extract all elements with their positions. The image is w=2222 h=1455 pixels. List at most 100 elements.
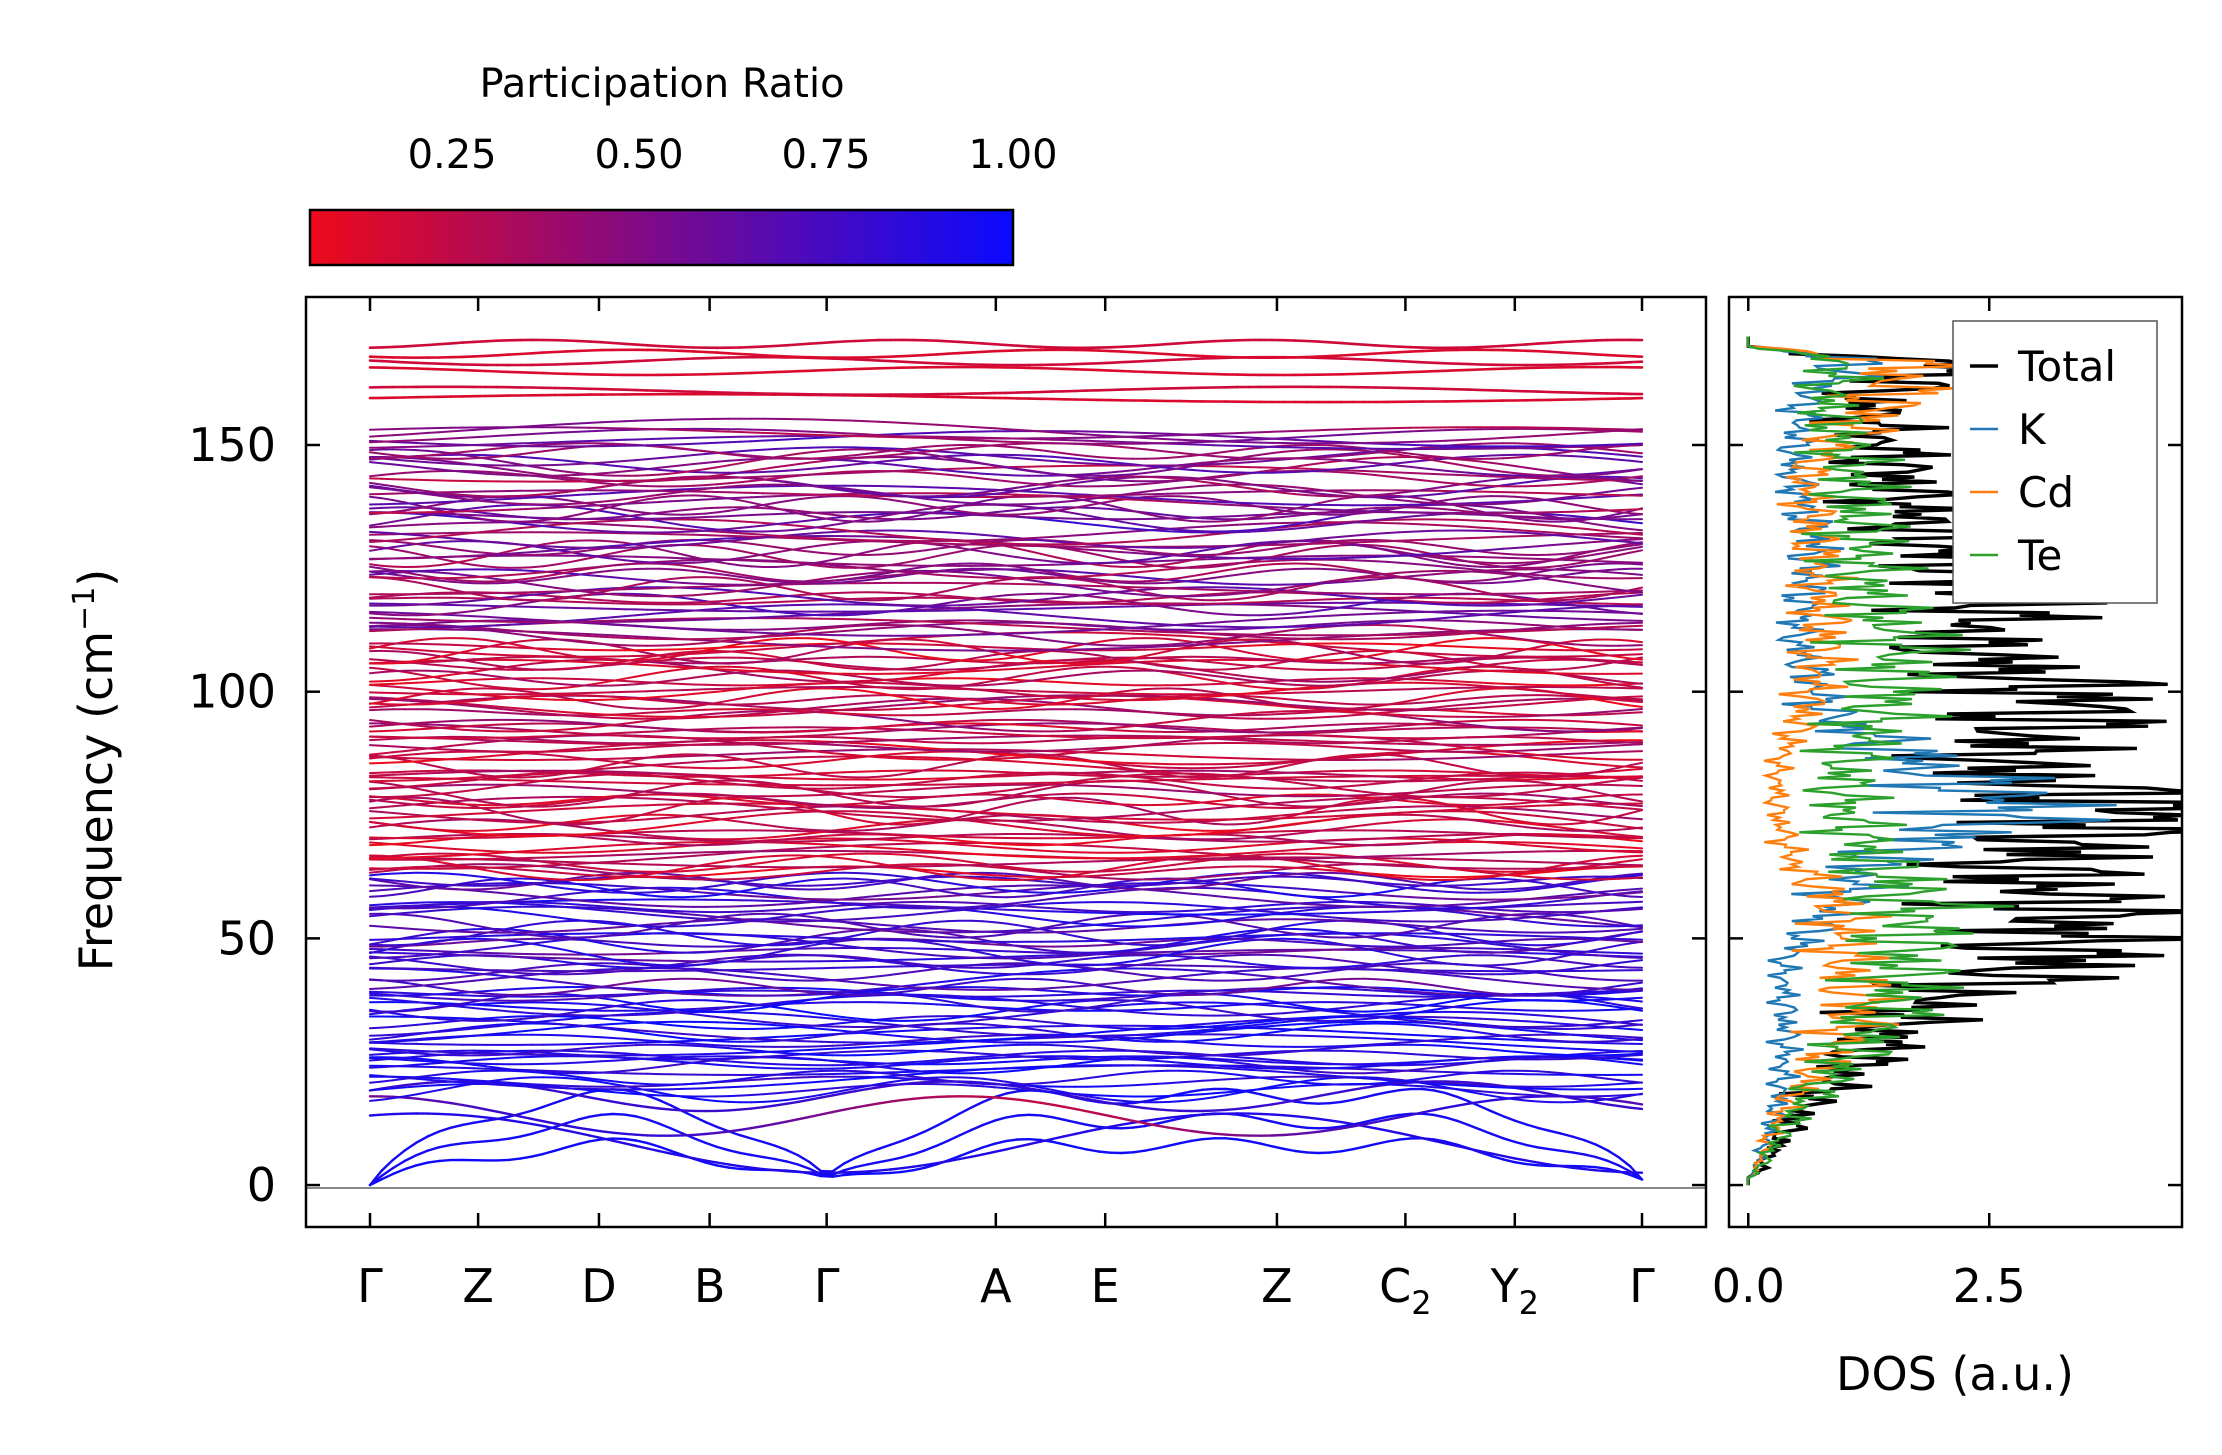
optical-band bbox=[1062, 1132, 1077, 1138]
optical-band bbox=[426, 955, 441, 959]
optical-band bbox=[473, 939, 487, 943]
optical-band bbox=[369, 1057, 383, 1060]
optical-band bbox=[1421, 1024, 1435, 1028]
optical-band bbox=[1016, 1059, 1031, 1063]
optical-band bbox=[1398, 1052, 1412, 1055]
optical-band bbox=[588, 968, 603, 972]
optical-band bbox=[866, 1065, 880, 1069]
optical-band bbox=[1444, 992, 1458, 996]
optical-band bbox=[1456, 1084, 1470, 1087]
optical-band bbox=[1271, 1050, 1285, 1053]
optical-band bbox=[854, 946, 869, 950]
optical-band bbox=[1016, 1083, 1031, 1086]
optical-band bbox=[484, 971, 499, 975]
optical-band bbox=[1583, 1084, 1597, 1087]
optical-band bbox=[1317, 992, 1331, 995]
optical-band bbox=[565, 949, 580, 954]
optical-band bbox=[496, 988, 510, 992]
optical-band bbox=[1132, 979, 1146, 983]
optical-band bbox=[1328, 1071, 1343, 1075]
optical-band bbox=[981, 1011, 996, 1016]
optical-band bbox=[369, 992, 383, 996]
optical-band bbox=[1467, 1022, 1482, 1026]
optical-band bbox=[889, 959, 903, 964]
optical-band bbox=[1224, 1036, 1239, 1040]
optical-band bbox=[1525, 1013, 1539, 1017]
optical-band bbox=[1236, 969, 1250, 973]
optical-band bbox=[1409, 990, 1424, 994]
optical-band bbox=[1201, 1038, 1216, 1042]
optical-band bbox=[993, 1024, 1007, 1028]
optical-band bbox=[820, 1025, 834, 1028]
optical-band bbox=[588, 1060, 603, 1063]
optical-band bbox=[1294, 955, 1308, 958]
optical-band bbox=[1398, 1003, 1412, 1006]
acoustic-band bbox=[1178, 1090, 1193, 1096]
optical-band bbox=[1028, 1027, 1042, 1032]
optical-band bbox=[380, 1049, 395, 1053]
optical-band bbox=[970, 1055, 984, 1059]
optical-band bbox=[658, 1059, 672, 1063]
optical-band bbox=[449, 1080, 464, 1084]
optical-band bbox=[1456, 1058, 1470, 1061]
optical-band bbox=[496, 1110, 510, 1116]
optical-band bbox=[588, 1128, 603, 1133]
optical-band bbox=[472, 1105, 487, 1111]
acoustic-band bbox=[1143, 1097, 1158, 1103]
optical-band bbox=[1109, 996, 1123, 1000]
optical-band bbox=[1317, 1024, 1331, 1028]
optical-band bbox=[1432, 1038, 1447, 1042]
optical-band bbox=[1502, 944, 1516, 948]
optical-band bbox=[461, 1059, 476, 1063]
optical-band bbox=[1212, 1132, 1227, 1136]
optical-band bbox=[1271, 1012, 1285, 1015]
optical-band bbox=[1525, 1099, 1539, 1103]
optical-band bbox=[1432, 955, 1447, 959]
acoustic-band bbox=[611, 1112, 626, 1116]
optical-band bbox=[1525, 1020, 1539, 1023]
optical-band bbox=[1617, 960, 1632, 964]
optical-band bbox=[1317, 1062, 1331, 1065]
optical-band bbox=[1236, 1106, 1251, 1111]
optical-band bbox=[1282, 1059, 1297, 1063]
optical-band bbox=[1120, 971, 1135, 975]
optical-band bbox=[1548, 973, 1563, 977]
optical-band bbox=[1432, 1062, 1447, 1066]
optical-band bbox=[935, 1058, 950, 1062]
optical-band bbox=[1131, 1119, 1147, 1125]
optical-band bbox=[1317, 1047, 1331, 1051]
optical-band bbox=[1548, 1046, 1563, 1050]
optical-band bbox=[1594, 992, 1609, 995]
optical-band bbox=[958, 977, 973, 981]
optical-band bbox=[947, 982, 961, 987]
optical-band bbox=[1340, 1045, 1354, 1049]
optical-band bbox=[750, 1066, 765, 1069]
optical-band bbox=[727, 1064, 741, 1068]
optical-band bbox=[392, 980, 406, 984]
optical-band bbox=[1513, 945, 1528, 950]
optical-band bbox=[646, 988, 661, 992]
optical-band bbox=[1109, 986, 1123, 991]
optical-band bbox=[496, 938, 510, 942]
acoustic-band bbox=[750, 1153, 765, 1159]
optical-band bbox=[1236, 1044, 1250, 1047]
optical-band bbox=[1143, 1008, 1158, 1011]
optical-band bbox=[380, 1036, 395, 1040]
acoustic-band bbox=[530, 1105, 545, 1112]
optical-band bbox=[484, 1080, 499, 1083]
optical-band bbox=[681, 1154, 695, 1160]
acoustic-band bbox=[1582, 1138, 1597, 1146]
optical-band bbox=[773, 1083, 788, 1086]
optical-band bbox=[577, 972, 591, 975]
optical-band bbox=[1340, 1011, 1354, 1015]
optical-band bbox=[1109, 1026, 1123, 1030]
optical-band bbox=[1201, 1005, 1216, 1008]
optical-band bbox=[1502, 967, 1516, 971]
optical-band bbox=[866, 982, 880, 986]
optical-band bbox=[484, 989, 499, 993]
optical-band bbox=[635, 1038, 649, 1042]
optical-band bbox=[496, 1083, 510, 1087]
acoustic-band bbox=[472, 1119, 487, 1124]
optical-band bbox=[1108, 1123, 1123, 1129]
optical-band bbox=[472, 1114, 487, 1119]
